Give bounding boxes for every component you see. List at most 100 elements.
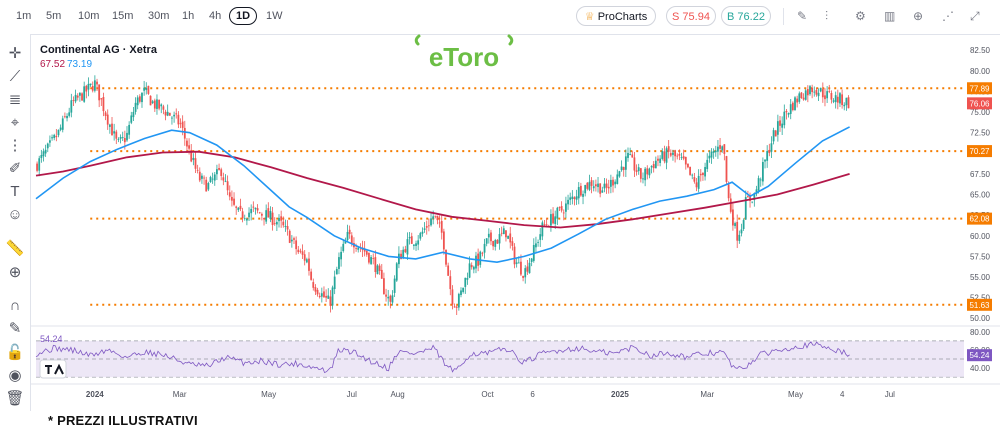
y-tick-label: 57.50 [970,252,991,261]
candle-body [106,114,109,125]
text-icon[interactable]: T [10,183,20,200]
candle-body [83,86,86,102]
candle-body [723,144,726,154]
timeframe-1D[interactable]: 1D [229,7,258,25]
candle-body [539,234,542,240]
timeframe-30m[interactable]: 30m [148,10,170,22]
candle-body [301,251,304,255]
measure-icon[interactable]: ⋮ [7,137,23,154]
x-tick-label: Mar [173,390,187,399]
pencil-icon[interactable]: ✎ [797,9,808,23]
candle-body [646,168,649,175]
candle-body [605,183,608,188]
pattern-icon[interactable]: ⌖ [10,114,20,131]
zoom-icon[interactable]: ⊕ [8,264,22,281]
candle-body [524,268,527,278]
candle-body [500,232,503,234]
candle-body [684,157,687,165]
candle-body [55,135,58,138]
candle-body [153,100,156,109]
eye-icon[interactable]: ◉ [8,367,22,384]
timeframe-1m[interactable]: 1m [16,10,32,22]
fib-icon[interactable]: ≣ [8,91,22,108]
candle-body [455,306,458,308]
candle-body [179,123,182,125]
candle-body [826,91,829,99]
candle-body [149,95,152,106]
candle-body [447,265,450,276]
candle-body [706,159,709,170]
add-icon[interactable]: ⊕ [913,9,924,23]
crosshair-icon[interactable]: ✛ [8,45,22,62]
candle-body [186,140,188,147]
timeframe-1W[interactable]: 1W [266,10,283,22]
candle-body [819,87,822,92]
bars-icon[interactable]: ▥ [884,9,896,23]
drawing-toolbar: ✛ ⟋ ≣ ⌖ ⋮ ✐ T ☺ 📏 ⊕ ∩ ✎ 🔓 ◉ 🗑 [0,34,31,411]
fullscreen-icon[interactable]: ⤢ [970,9,980,23]
candle-body [528,262,531,274]
legend-sma-short-value: 73.19 [67,59,92,70]
candle-body [387,296,390,299]
candle-body [299,250,302,252]
ruler-icon[interactable]: 📏 [5,240,25,257]
lock-draw-icon[interactable]: ✎ [8,320,22,337]
timeframe-15m[interactable]: 15m [112,10,134,22]
candle-body [734,223,736,227]
magnet-icon[interactable]: ∩ [9,297,21,314]
indicators-icon[interactable]: ⫶ [825,9,829,23]
emoji-icon[interactable]: ☺ [7,206,23,223]
timeframe-5m[interactable]: 5m [46,10,62,22]
procharts-button[interactable]: ♕ ProCharts [576,6,656,26]
timeframe-10m[interactable]: 10m [78,10,100,22]
candle-body [245,218,248,221]
candle-body [556,207,559,219]
sma-short-line [35,126,850,264]
candle-body [520,261,522,275]
candle-body [505,230,507,238]
candle-body [453,306,456,308]
brush-icon[interactable]: ✐ [8,160,22,177]
candle-body [145,87,148,91]
price-level-tag [967,82,992,95]
candle-body [398,253,400,265]
candle-body [481,252,484,254]
candle-body [483,243,486,253]
trash-icon[interactable]: 🗑 [5,390,25,407]
candle-body [742,220,745,229]
sell-button[interactable]: S 75.94 [666,6,716,26]
share-icon[interactable]: ⋰ [942,9,954,23]
candle-body [102,97,105,112]
candle-body [393,278,396,293]
candle-body [119,137,122,139]
candle-body [509,233,512,243]
price-chart[interactable]: 50.0052.5055.0057.5060.0062.5065.0067.50… [0,0,1000,411]
candle-body [702,172,704,175]
timeframe-4h[interactable]: 4h [209,10,222,22]
trendline-icon[interactable]: ⟋ [9,68,21,85]
candle-body [691,174,694,176]
x-tick-label: Jul [347,390,357,399]
candle-body [273,223,276,225]
candle-body [263,217,265,220]
candle-body [682,156,685,159]
candle-body [783,111,786,126]
candle-body [689,166,691,175]
settings-icon[interactable]: ⚙ [855,9,866,23]
candle-body [248,212,250,218]
candle-body [216,169,218,175]
candle-body [601,190,604,193]
candle-body [293,238,295,240]
timeframe-1h[interactable]: 1h [182,10,195,22]
candle-body [766,151,769,161]
candle-body [774,130,777,137]
candle-body [228,192,231,197]
buy-button[interactable]: B 76.22 [721,6,771,26]
candle-body [100,98,103,100]
x-tick-label: Oct [481,390,494,399]
x-tick-label: Mar [700,390,714,399]
lock-icon[interactable]: 🔓 [5,344,25,361]
toolbar-separator [783,8,784,25]
candle-body [667,146,670,152]
candle-body [466,278,469,280]
